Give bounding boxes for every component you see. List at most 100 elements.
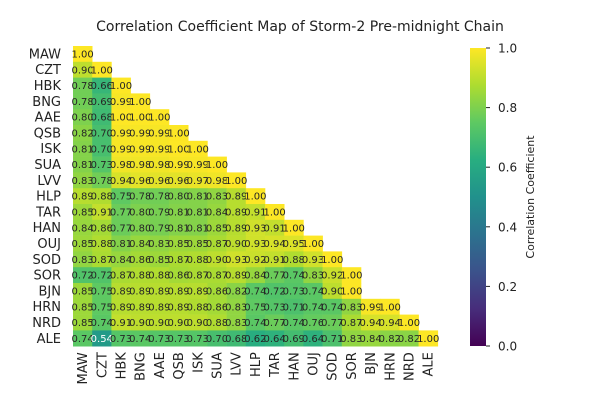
heatmap-cell <box>284 283 304 300</box>
cell-value-label: 0.90 <box>167 318 189 329</box>
cell-value-label: 0.94 <box>359 318 381 329</box>
cell-value-label: 0.85 <box>71 287 93 298</box>
cell-value-label: 0.78 <box>71 97 93 108</box>
heatmap-cell <box>73 267 93 284</box>
heatmap-cell <box>188 283 208 300</box>
y-tick-label: CZT <box>35 63 61 78</box>
cell-value-label: 0.90 <box>148 318 170 329</box>
cell-value-label: 1.00 <box>340 271 362 282</box>
heatmap-cell <box>207 172 227 189</box>
cell-value-label: 0.84 <box>110 255 132 266</box>
heatmap-cell <box>284 267 304 284</box>
heatmap-cell <box>149 267 170 284</box>
cell-value-label: 0.70 <box>206 334 228 345</box>
cell-value-label: 0.74 <box>283 271 305 282</box>
heatmap-cell <box>149 330 170 347</box>
cell-value-label: 0.75 <box>110 192 132 203</box>
colorbar-tick-label: 0.8 <box>498 101 517 115</box>
cell-value-label: 1.00 <box>129 97 151 108</box>
cell-value-label: 0.91 <box>91 208 113 219</box>
cell-value-label: 1.00 <box>71 50 93 61</box>
cell-value-label: 1.00 <box>244 192 266 203</box>
cell-value-label: 0.93 <box>225 255 247 266</box>
cell-value-label: 1.00 <box>167 129 189 140</box>
cell-value-label: 0.91 <box>263 223 285 234</box>
cell-value-label: 0.78 <box>129 192 151 203</box>
cell-value-label: 0.74 <box>283 318 305 329</box>
cell-value-label: 0.83 <box>71 176 93 187</box>
heatmap-cell <box>149 298 170 315</box>
heatmap-cell <box>322 330 343 347</box>
cell-value-label: 0.86 <box>91 223 113 234</box>
cell-value-label: 0.66 <box>91 81 113 92</box>
colorbar-tick-label: 0.6 <box>498 161 517 175</box>
cell-value-label: 0.80 <box>129 223 151 234</box>
heatmap-cell <box>111 109 131 126</box>
heatmap-cell <box>322 314 343 331</box>
cell-value-label: 0.76 <box>302 318 324 329</box>
heatmap-cell <box>130 219 151 236</box>
heatmap-cell <box>169 251 189 268</box>
cell-value-label: 0.84 <box>206 208 228 219</box>
heatmap-cell <box>284 251 304 268</box>
cell-value-label: 1.00 <box>167 144 189 155</box>
heatmap-cell <box>149 204 170 221</box>
y-tick-label: SOD <box>33 253 62 268</box>
heatmap-cell <box>92 109 112 126</box>
cell-value-label: 0.83 <box>71 255 93 266</box>
heatmap-cell <box>130 204 151 221</box>
heatmap-cell <box>130 156 151 173</box>
cell-value-label: 0.89 <box>148 287 170 298</box>
cell-value-label: 0.94 <box>263 239 285 250</box>
heatmap-cell <box>111 204 131 221</box>
heatmap-cell <box>149 314 170 331</box>
cell-value-label: 0.81 <box>187 208 209 219</box>
cell-value-label: 0.85 <box>71 239 93 250</box>
colorbar-tick-label: 0.4 <box>498 220 517 234</box>
cell-value-label: 0.99 <box>187 160 209 171</box>
heatmap-cell <box>73 61 93 78</box>
heatmap-cell <box>92 298 112 315</box>
x-tick-label: AAE <box>153 352 168 378</box>
heatmap-cell <box>380 314 400 331</box>
heatmap-cell <box>130 251 151 268</box>
heatmap-cell <box>341 267 362 284</box>
heatmap-cell <box>245 298 266 315</box>
cell-value-label: 0.85 <box>71 302 93 313</box>
cell-value-label: 1.00 <box>129 113 151 124</box>
cell-value-label: 0.70 <box>91 129 113 140</box>
cell-value-label: 0.91 <box>263 255 285 266</box>
heatmap-cell <box>92 125 112 142</box>
heatmap-cell <box>265 251 285 268</box>
colorbar-tick-label: 0.0 <box>498 340 517 354</box>
heatmap-cell <box>111 125 131 142</box>
heatmap-cell <box>73 298 93 315</box>
heatmap-cell <box>341 298 362 315</box>
cell-value-label: 0.85 <box>71 208 93 219</box>
cell-value-label: 0.68 <box>225 334 247 345</box>
heatmap-cell <box>130 330 151 347</box>
y-tick-label: HLP <box>36 190 61 205</box>
cell-value-label: 0.93 <box>302 255 324 266</box>
cell-value-label: 0.64 <box>302 334 324 345</box>
y-axis-tick-labels: MAWCZTHBKBNGAAEQSBISKSUALVVHLPTARHANOUJS… <box>29 47 62 346</box>
heatmap-cell <box>245 267 266 284</box>
heatmap-cell <box>207 283 227 300</box>
colorbar-tick-label: 0.2 <box>498 280 517 294</box>
heatmap-cell <box>303 267 323 284</box>
cell-value-label: 0.81 <box>71 160 93 171</box>
cell-value-label: 0.77 <box>110 223 132 234</box>
cell-value-label: 0.89 <box>129 302 151 313</box>
cell-value-label: 0.74 <box>71 334 93 345</box>
cell-value-label: 0.96 <box>148 176 170 187</box>
cell-value-label: 1.00 <box>110 81 132 92</box>
cell-value-label: 0.88 <box>148 271 170 282</box>
heatmap-cell <box>265 314 285 331</box>
heatmap-cell <box>169 204 189 221</box>
cell-value-label: 0.73 <box>187 334 209 345</box>
heatmap-cell <box>111 140 131 157</box>
cell-value-label: 0.88 <box>129 271 151 282</box>
heatmap-cell <box>284 330 304 347</box>
cell-value-label: 0.78 <box>91 176 113 187</box>
cell-value-label: 0.84 <box>359 334 381 345</box>
